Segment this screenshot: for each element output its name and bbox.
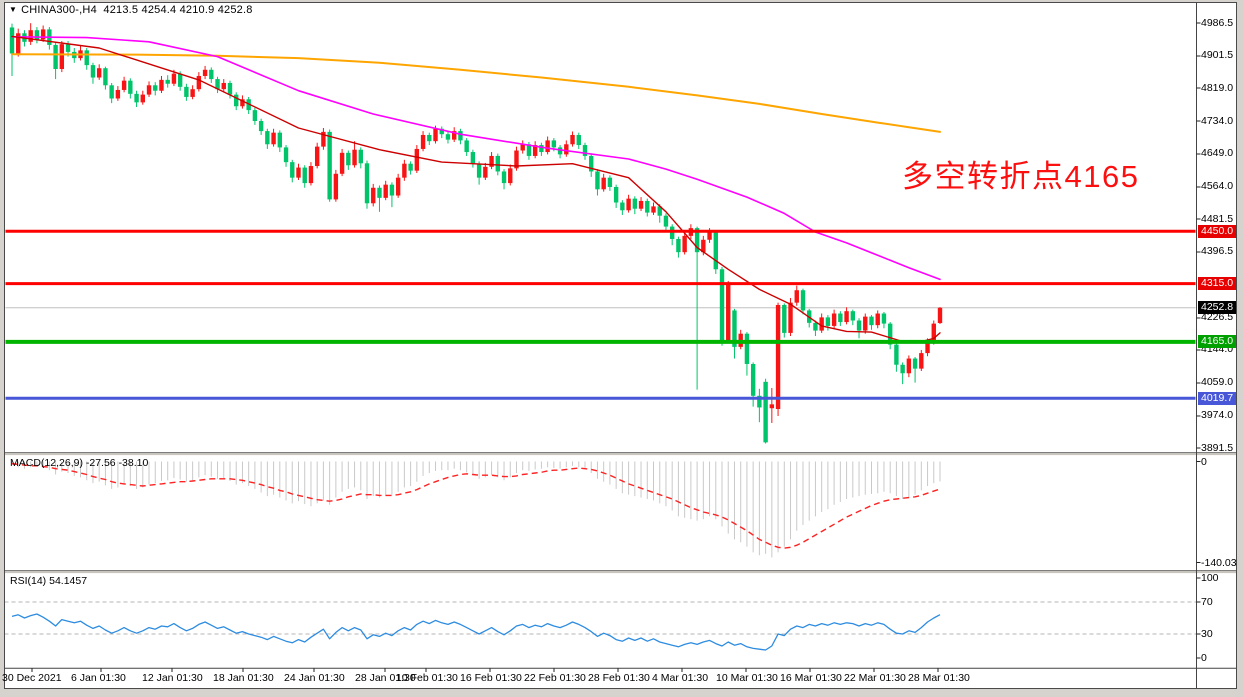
price-level-badge: 4252.8 (1198, 301, 1237, 315)
macd-axis-label: -140.03 (1201, 556, 1237, 569)
rsi-axis-label: 0 (1201, 651, 1207, 664)
time-axis-label: 24 Jan 01:30 (284, 672, 345, 684)
time-axis-label: 22 Feb 01:30 (524, 672, 586, 684)
price-level-badge: 4315.0 (1198, 277, 1237, 291)
macd-name: MACD(12,26,9) (10, 457, 83, 469)
time-axis-label: 22 Mar 01:30 (844, 672, 906, 684)
price-level-badge: 4019.7 (1198, 391, 1237, 405)
rsi-indicator-label: RSI(14) 54.1457 (10, 575, 87, 587)
time-axis-label: 28 Jan 01:30 (355, 672, 416, 684)
rsi-axis-label: 30 (1201, 627, 1213, 640)
time-axis-label: 10 Feb 01:30 (396, 672, 458, 684)
macd-axis-label: 0 (1201, 455, 1207, 468)
time-axis-label: 18 Jan 01:30 (213, 672, 274, 684)
symbol-name: CHINA300-,H4 (21, 4, 97, 16)
price-axis-tick-label: 4481.5 (1201, 212, 1234, 225)
time-axis-label: 10 Mar 01:30 (716, 672, 778, 684)
macd-indicator-label: MACD(12,26,9) -27.56 -38.10 (10, 457, 148, 469)
main-price-pane[interactable] (5, 23, 1197, 444)
ma-long-orange-line (11, 53, 941, 133)
ma-slow-magenta-line (11, 35, 941, 281)
time-axis-label: 16 Feb 01:30 (460, 672, 522, 684)
time-axis-label: 6 Jan 01:30 (71, 672, 126, 684)
ma-fast-red-line (11, 35, 941, 343)
price-axis-tick-label: 4819.0 (1201, 81, 1234, 94)
chart-annotation-text[interactable]: 多空转折点4165 (902, 159, 1140, 194)
time-axis-label: 28 Feb 01:30 (588, 672, 650, 684)
price-level-badge: 4450.0 (1198, 224, 1237, 238)
price-level-badge: 4165.0 (1198, 335, 1237, 349)
rsi-name: RSI(14) (10, 575, 47, 587)
price-axis-tick-label: 4396.5 (1201, 245, 1234, 258)
time-axis-label: 30 Dec 2021 (2, 672, 62, 684)
price-axis-tick-label: 4986.5 (1201, 16, 1234, 29)
time-axis-label: 16 Mar 01:30 (780, 672, 842, 684)
price-axis-tick-label: 4059.0 (1201, 376, 1234, 389)
price-axis-tick-label: 3891.5 (1201, 441, 1234, 454)
symbol-dropdown-icon[interactable]: ▼ (9, 5, 18, 14)
macd-pane[interactable] (11, 461, 941, 558)
symbol-label[interactable]: ▼ CHINA300-,H4 4213.5 4254.4 4210.9 4252.… (9, 4, 253, 16)
candles-layer[interactable] (9, 23, 943, 444)
rsi-axis-label: 100 (1201, 571, 1219, 584)
rsi-value: 54.1457 (49, 575, 88, 587)
time-axis-label: 12 Jan 01:30 (142, 672, 203, 684)
rsi-pane[interactable] (4, 601, 1197, 651)
price-axis-tick-label: 4564.0 (1201, 180, 1234, 193)
price-axis-tick-label: 4226.5 (1201, 311, 1234, 324)
macd-values: -27.56 -38.10 (85, 457, 149, 469)
time-axis-label: 28 Mar 01:30 (908, 672, 970, 684)
time-axis-label: 4 Mar 01:30 (652, 672, 709, 684)
price-axis-tick-label: 3974.0 (1201, 409, 1234, 422)
symbol-ohlc-values: 4213.5 4254.4 4210.9 4252.8 (103, 4, 253, 16)
price-axis-tick-label: 4901.5 (1201, 49, 1234, 62)
price-axis-tick-label: 4649.0 (1201, 147, 1234, 160)
rsi-axis-label: 70 (1201, 595, 1213, 608)
price-axis-tick-label: 4734.0 (1201, 114, 1234, 127)
